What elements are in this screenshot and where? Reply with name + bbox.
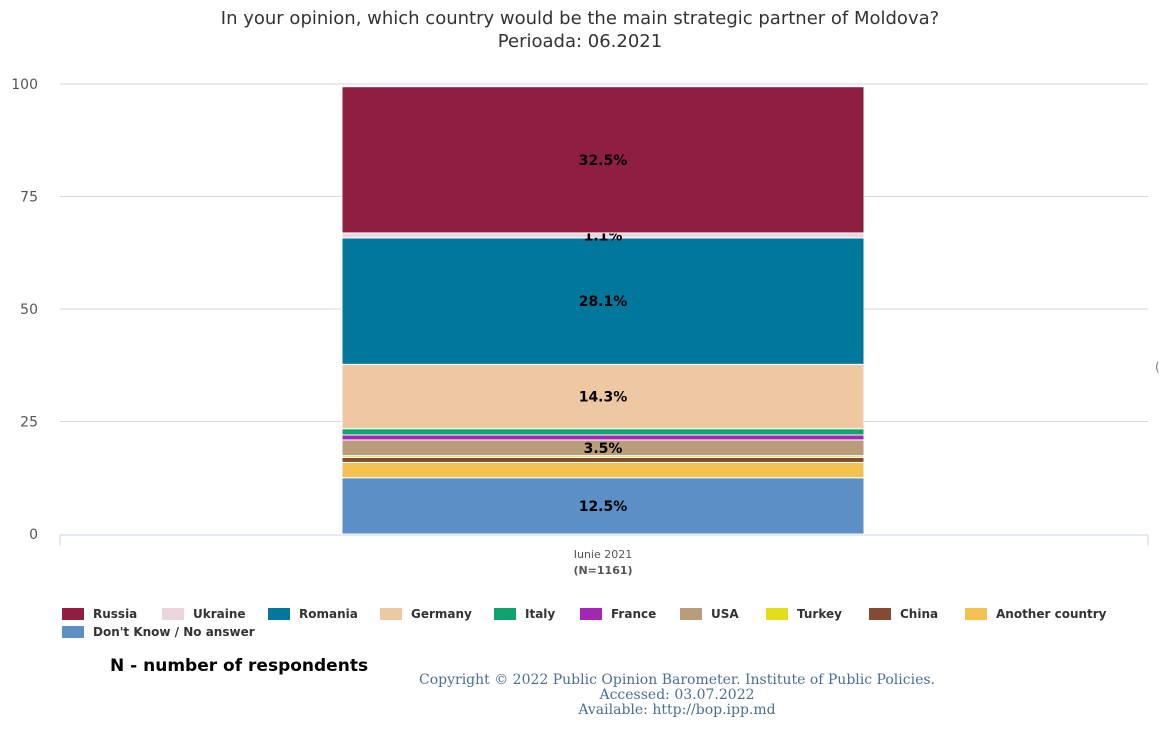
x-category-label: Iunie 2021 [574, 548, 633, 561]
legend-label-germany: Germany [411, 607, 472, 621]
chart-plot: 025507510012.5%3.5%14.3%28.1%1.1%32.5%Iu… [11, 77, 1149, 577]
legend-label-russia: Russia [93, 607, 138, 621]
legend-item-ukraine[interactable]: Ukraine [162, 607, 246, 621]
y-tick-label-100: 100 [11, 77, 38, 93]
legend-item-don-t-know-no-answer[interactable]: Don't Know / No answer [62, 625, 255, 639]
legend-item-romania[interactable]: Romania [268, 607, 358, 621]
legend-label-italy: Italy [525, 607, 556, 621]
legend-swatch-usa [680, 608, 702, 620]
legend-swatch-russia [62, 608, 84, 620]
y-tick-label-0: 0 [29, 527, 38, 543]
legend-swatch-another-country [965, 608, 987, 620]
data-label-romania: 28.1% [579, 294, 628, 310]
bar-segment-germany [341, 363, 865, 430]
legend-swatch-romania [268, 608, 290, 620]
data-label-germany: 14.3% [579, 390, 628, 406]
legend-item-usa[interactable]: USA [680, 607, 739, 621]
legend-item-france[interactable]: France [580, 607, 656, 621]
legend-item-germany[interactable]: Germany [380, 607, 472, 621]
bar-segment-russia [341, 86, 865, 234]
legend-swatch-france [580, 608, 602, 620]
legend-item-turkey[interactable]: Turkey [766, 607, 842, 621]
legend-swatch-turkey [766, 608, 788, 620]
legend-label-don-t-know-no-answer: Don't Know / No answer [93, 625, 255, 639]
legend-label-ukraine: Ukraine [193, 607, 246, 621]
bar-segment-another-country [341, 461, 865, 479]
y-tick-label-75: 75 [20, 190, 38, 206]
edge-mark: ( [1155, 360, 1160, 374]
bar-segment-france [341, 434, 865, 441]
legend-label-usa: USA [711, 607, 739, 621]
credits-available[interactable]: Available: http://bop.ipp.md [578, 702, 776, 718]
x-category-sublabel: (N=1161) [573, 564, 632, 577]
legend-item-another-country[interactable]: Another country [965, 607, 1107, 621]
legend-label-romania: Romania [299, 607, 358, 621]
legend-label-france: France [611, 607, 657, 621]
data-label-don-t-know-no-answer: 12.5% [579, 499, 628, 515]
legend-item-italy[interactable]: Italy [494, 607, 555, 621]
credits[interactable]: Copyright © 2022 Public Opinion Baromete… [402, 673, 952, 718]
chart-subtitle: Perioada: 06.2021 [497, 31, 663, 52]
bar-segment-italy [341, 428, 865, 436]
legend-swatch-china [869, 608, 891, 620]
legend-item-china[interactable]: China [869, 607, 938, 621]
legend-swatch-italy [494, 608, 516, 620]
data-label-russia: 32.5% [579, 153, 628, 169]
credits-accessed: Accessed: 03.07.2022 [599, 687, 755, 703]
credits-copyright: Copyright © 2022 Public Opinion Baromete… [418, 672, 936, 688]
legend-label-china: China [900, 607, 939, 621]
legend-label-turkey: Turkey [797, 607, 842, 621]
legend-swatch-don-t-know-no-answer [62, 626, 84, 638]
legend-item-russia[interactable]: Russia [62, 607, 137, 621]
respondents-note: N - number of respondents [110, 656, 369, 676]
bar-segment-china [341, 457, 865, 463]
chart-title: In your opinion, which country would be … [220, 8, 940, 29]
y-tick-label-50: 50 [20, 302, 38, 318]
bar-segment-romania [341, 237, 865, 365]
bar-segment-don-t-know-no-answer [341, 477, 865, 535]
legend-label-another-country: Another country [996, 607, 1107, 621]
legend-swatch-germany [380, 608, 402, 620]
legend-swatch-ukraine [162, 608, 184, 620]
data-label-usa: 3.5% [584, 441, 623, 457]
y-tick-label-25: 25 [20, 415, 38, 431]
